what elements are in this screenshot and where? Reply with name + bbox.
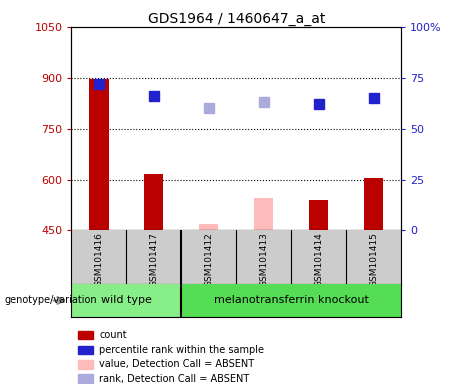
Bar xyxy=(78,331,93,339)
Text: GSM101417: GSM101417 xyxy=(149,232,159,287)
Bar xyxy=(71,284,181,317)
Bar xyxy=(144,174,164,230)
Title: GDS1964 / 1460647_a_at: GDS1964 / 1460647_a_at xyxy=(148,12,325,26)
Bar xyxy=(78,360,93,369)
Bar xyxy=(181,284,401,317)
Text: value, Detection Call = ABSENT: value, Detection Call = ABSENT xyxy=(100,359,254,369)
Text: rank, Detection Call = ABSENT: rank, Detection Call = ABSENT xyxy=(100,374,250,384)
Bar xyxy=(199,223,219,230)
Text: melanotransferrin knockout: melanotransferrin knockout xyxy=(214,295,369,306)
Bar xyxy=(78,374,93,383)
Text: GSM101412: GSM101412 xyxy=(204,232,213,287)
Text: GSM101415: GSM101415 xyxy=(369,232,378,287)
Bar xyxy=(364,178,383,230)
Bar xyxy=(254,198,273,230)
Bar xyxy=(78,346,93,354)
Text: genotype/variation: genotype/variation xyxy=(5,295,97,306)
Text: GSM101413: GSM101413 xyxy=(259,232,268,287)
Text: GSM101416: GSM101416 xyxy=(95,232,103,287)
Bar xyxy=(89,79,108,230)
Text: percentile rank within the sample: percentile rank within the sample xyxy=(100,345,265,355)
Bar xyxy=(309,200,328,230)
Text: GSM101414: GSM101414 xyxy=(314,232,323,287)
Text: count: count xyxy=(100,330,127,340)
Text: wild type: wild type xyxy=(101,295,152,306)
